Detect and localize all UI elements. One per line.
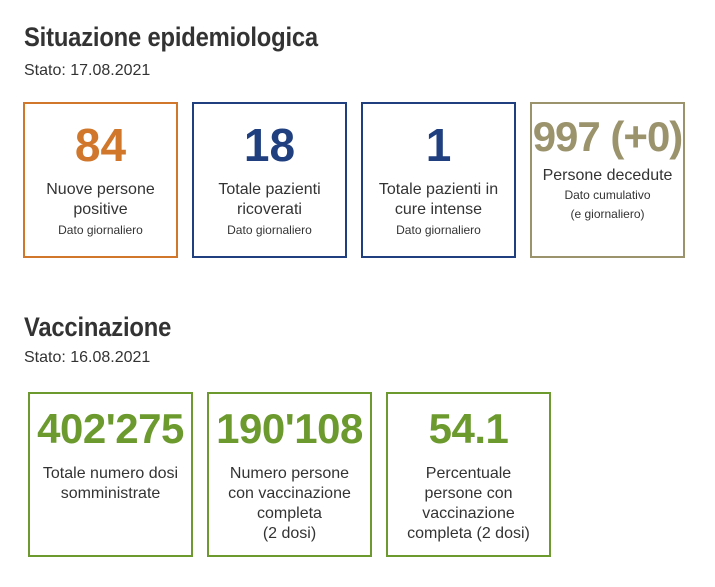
deceased-note: Dato cumulativo (e giornaliero) bbox=[564, 188, 651, 221]
intensive-care-card: 1 Totale pazienti in cure intense Dato g… bbox=[361, 102, 516, 258]
total-doses-card: 402'275 Totale numero dosi somministrate bbox=[28, 392, 193, 557]
intensive-care-note: Dato giornaliero bbox=[396, 223, 481, 237]
total-doses-value: 402'275 bbox=[37, 405, 184, 452]
intensive-care-value: 1 bbox=[425, 119, 452, 171]
deceased-card: 997 (+0) Persone decedute Dato cumulativ… bbox=[530, 102, 685, 258]
vaccinated-percentage-label: Percentuale persone con vaccinazione com… bbox=[407, 465, 530, 542]
new-positive-label: Nuove persone positive bbox=[46, 181, 155, 218]
hospitalized-value: 18 bbox=[243, 119, 296, 171]
vaccination-date: Stato: 16.08.2021 bbox=[24, 349, 151, 366]
hospitalized-label: Totale pazienti ricoverati bbox=[218, 181, 321, 218]
vaccinated-percentage-card: 54.1 Percentuale persone con vaccinazion… bbox=[386, 392, 551, 557]
new-positive-card: 84 Nuove persone positive Dato giornalie… bbox=[23, 102, 178, 258]
epidemiology-date: Stato: 17.08.2021 bbox=[24, 62, 151, 79]
fully-vaccinated-card: 190'108 Numero persone con vaccinazione … bbox=[207, 392, 372, 557]
total-doses-label: Totale numero dosi somministrate bbox=[42, 465, 179, 502]
hospitalized-card: 18 Totale pazienti ricoverati Dato giorn… bbox=[192, 102, 347, 258]
fully-vaccinated-label: Numero persone con vaccinazione completa… bbox=[228, 465, 351, 542]
new-positive-note: Dato giornaliero bbox=[58, 223, 143, 237]
intensive-care-label: Totale pazienti in cure intense bbox=[378, 181, 499, 218]
epidemiology-title: Situazione epidemiologica bbox=[24, 22, 318, 52]
fully-vaccinated-value: 190'108 bbox=[216, 405, 363, 452]
deceased-value: 997 (+0) bbox=[532, 113, 684, 160]
deceased-label: Persone decedute bbox=[542, 167, 673, 184]
hospitalized-note: Dato giornaliero bbox=[227, 223, 312, 237]
new-positive-value: 84 bbox=[74, 119, 127, 171]
vaccinated-percentage-value: 54.1 bbox=[428, 405, 509, 452]
vaccination-title: Vaccinazione bbox=[24, 312, 172, 342]
